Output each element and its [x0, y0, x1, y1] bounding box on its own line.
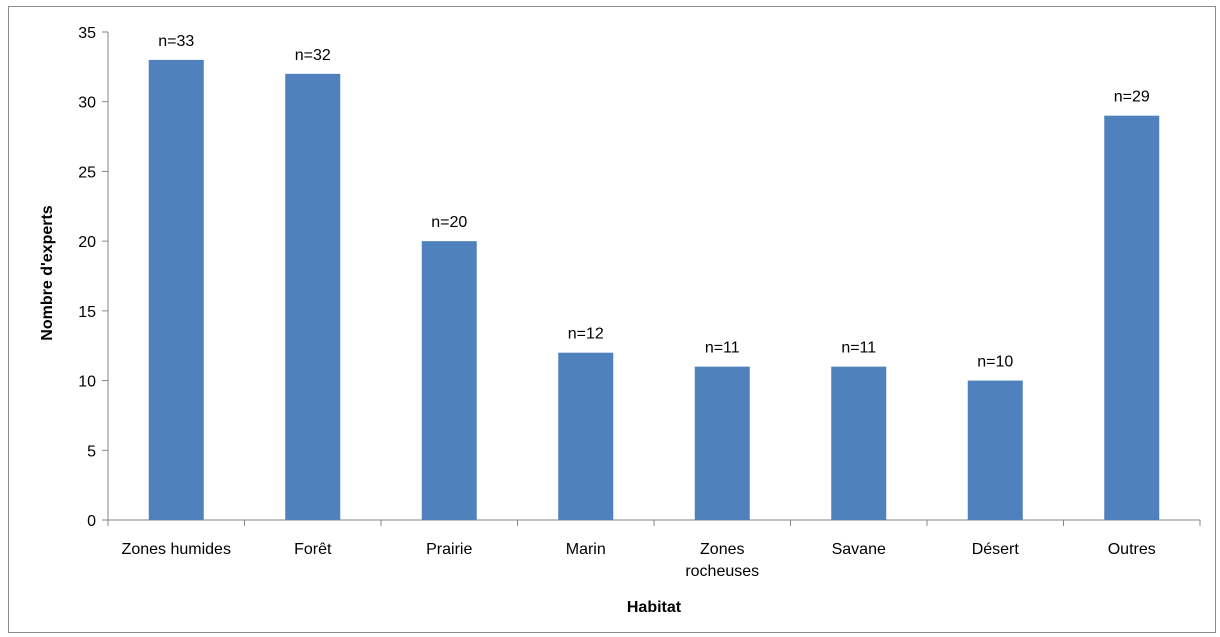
bar	[967, 380, 1023, 520]
x-category-label: Savane	[832, 541, 886, 558]
y-tick-label: 30	[78, 95, 96, 112]
bar-data-label: n=12	[568, 326, 604, 343]
bar	[558, 352, 614, 520]
bar	[1104, 115, 1160, 521]
y-axis-title: Nombre d'experts	[39, 205, 56, 341]
chart-frame	[8, 6, 1216, 633]
y-tick-label: 25	[78, 164, 96, 181]
bars	[148, 59, 1160, 521]
bar-data-label: n=20	[431, 214, 467, 231]
bar	[285, 73, 341, 520]
bar-data-label: n=33	[158, 33, 194, 50]
y-tick-label: 20	[78, 234, 96, 251]
y-tick-label: 35	[78, 25, 96, 42]
x-category-label: rocheuses	[685, 563, 759, 580]
x-axis: Zones humides Forêt Prairie Marin Zones roche…	[107, 519, 1201, 580]
y-tick-label: 0	[87, 513, 96, 530]
x-category-label: Prairie	[426, 541, 472, 558]
x-category-label: Marin	[566, 541, 606, 558]
y-tick-label: 5	[87, 443, 96, 460]
x-category-label: Zones humides	[122, 541, 231, 558]
bar-data-label: n=32	[295, 47, 331, 64]
bar	[148, 59, 204, 521]
x-axis-title: Habitat	[627, 599, 682, 616]
data-labels: n=33 n=32 n=20 n=12 n=11 n=11 n=10 n=29	[158, 33, 1150, 371]
y-axis: 0 5 10 15 20 25 30 35	[78, 25, 109, 530]
y-tick-label: 15	[78, 304, 96, 321]
bar-data-label: n=29	[1114, 89, 1150, 106]
x-category-label: Outres	[1108, 541, 1156, 558]
y-tick-label: 10	[78, 374, 96, 391]
x-category-label: Zones	[700, 541, 744, 558]
bar-data-label: n=11	[705, 340, 740, 357]
bar	[831, 366, 887, 520]
x-category-label: Désert	[972, 541, 1020, 558]
bar-data-label: n=10	[977, 354, 1013, 371]
bar	[694, 366, 750, 520]
bar-data-label: n=11	[841, 340, 876, 357]
x-category-label: Forêt	[294, 541, 332, 558]
bar	[421, 241, 477, 520]
